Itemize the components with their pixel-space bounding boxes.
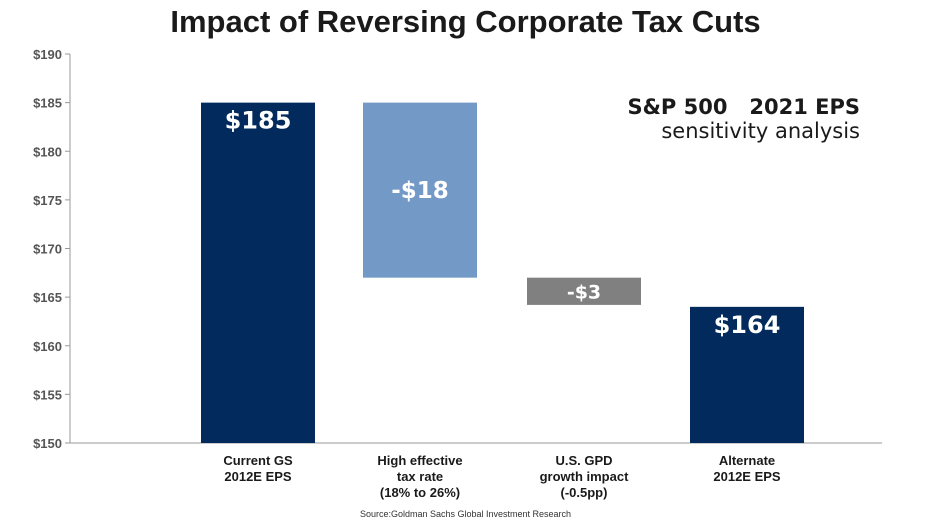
y-tick-label: $155 [33, 387, 62, 402]
bar [690, 306, 804, 443]
y-tick-label: $170 [33, 242, 62, 257]
data-label: -$18 [391, 178, 449, 204]
y-tick-label: $165 [33, 290, 62, 305]
y-tick-label: $175 [33, 193, 62, 208]
x-category-label: High effective tax rate (18% to 26%) [377, 453, 462, 500]
chart-annotation: S&P 500 2021 EPS sensitivity analysis [600, 95, 860, 143]
x-category-label: U.S. GPD growth impact (-0.5pp) [540, 453, 630, 500]
x-category-label-line: Alternate [719, 453, 775, 468]
y-tick-label: $150 [33, 436, 62, 451]
y-tick-label: $185 [33, 96, 62, 111]
x-category-label-line: U.S. GPD [555, 453, 612, 468]
bar [363, 102, 477, 278]
data-label: $164 [714, 311, 781, 339]
y-tick-label: $180 [33, 144, 62, 159]
data-label: -$3 [567, 281, 601, 303]
x-category-label: Current GS 2012E EPS [223, 453, 293, 484]
annotation-line-2: sensitivity analysis [661, 119, 860, 143]
chart-title: Impact of Reversing Corporate Tax Cuts [170, 4, 761, 39]
bar [527, 277, 641, 305]
source-note: Source:Goldman Sachs Global Investment R… [359, 509, 572, 519]
x-category-label-line: 2012E EPS [713, 469, 781, 484]
x-category-label-line: growth impact [540, 469, 630, 484]
y-tick-label: $190 [33, 47, 62, 62]
x-category-label-line: (-0.5pp) [561, 485, 608, 500]
x-category-label-line: (18% to 26%) [380, 485, 460, 500]
data-label: $185 [225, 107, 292, 135]
y-tick-label: $160 [33, 339, 62, 354]
x-category-label-line: 2012E EPS [224, 469, 292, 484]
x-category-label-line: Current GS [223, 453, 293, 468]
x-category-label: Alternate 2012E EPS [713, 453, 781, 484]
annotation-line-1: S&P 500 2021 EPS [627, 95, 860, 119]
x-category-label-line: tax rate [397, 469, 443, 484]
bar [201, 102, 315, 443]
x-category-label-line: High effective [377, 453, 462, 468]
